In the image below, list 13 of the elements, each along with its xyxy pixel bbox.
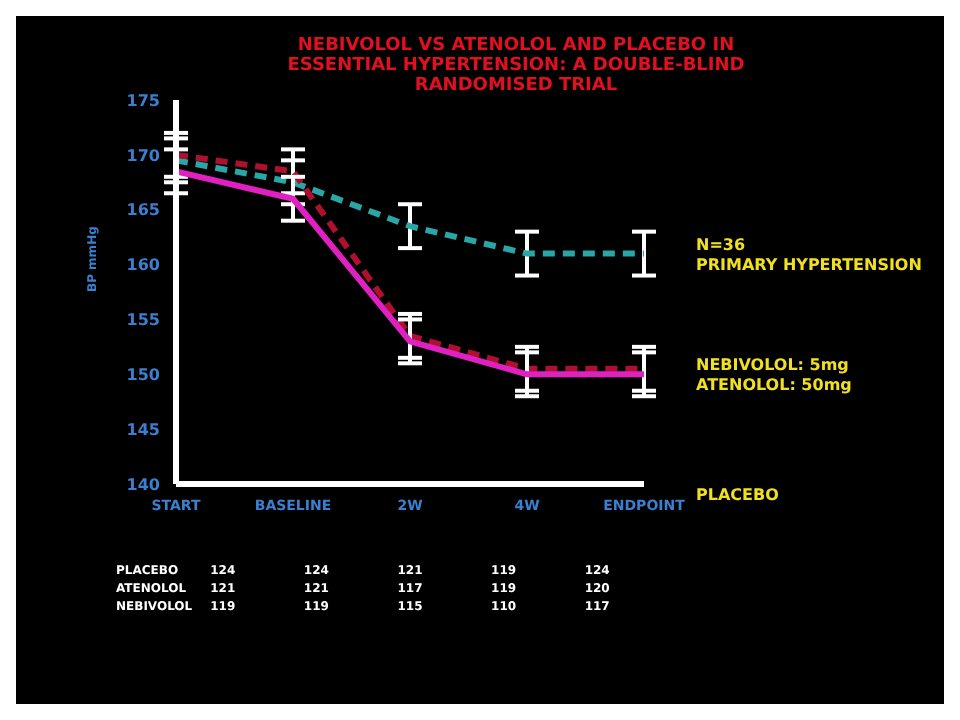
- y-tick-label: 175: [126, 91, 161, 110]
- line-series: [173, 157, 647, 257]
- chart-title: NEBIVOLOL VS ATENOLOL AND PLACEBO IN ESSENTIAL HYPERTENSION: A DOUBLE-BLIND RANDOMISED TRIAL: [285, 36, 747, 96]
- y-tick-label: 140: [126, 475, 161, 494]
- y-tick-label: 170: [126, 146, 161, 165]
- text: N=36 PRIMARY HYPERTENSION: [696, 235, 922, 276]
- y-tick-label: 155: [126, 311, 161, 330]
- y-tick-label: 145: [126, 420, 161, 439]
- text: PLACEBO: [696, 486, 779, 506]
- y-tick-label: 150: [126, 365, 161, 384]
- y-tick-label: 165: [126, 201, 161, 220]
- y-tick-label: 160: [126, 256, 161, 275]
- text: NEBIVOLOL: 5mg ATENOLOL: 50mg: [696, 356, 852, 397]
